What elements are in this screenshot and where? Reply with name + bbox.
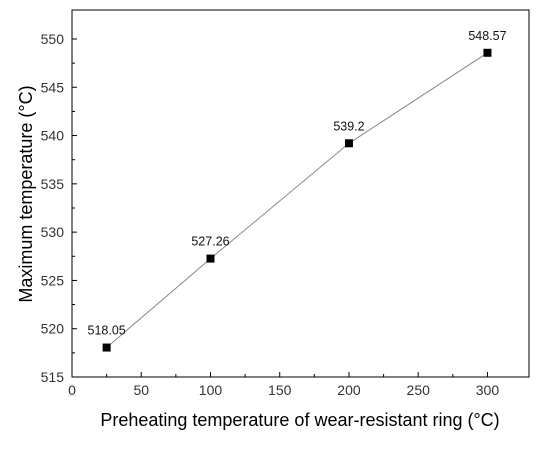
plot-frame	[71, 9, 530, 378]
data-point	[344, 139, 353, 148]
data-point	[102, 343, 111, 352]
y-tick-label: 530	[41, 224, 65, 240]
x-tick-label: 50	[133, 382, 149, 398]
y-axis: 515 520 525 530 535 540 545 550	[41, 31, 77, 385]
y-tick-label: 520	[41, 321, 65, 337]
y-axis-title: Maximum temperature (°C)	[16, 85, 36, 302]
y-tick-label: 550	[41, 31, 65, 47]
x-tick-label: 150	[268, 382, 292, 398]
series-line	[106, 52, 488, 348]
x-tick-label: 300	[476, 382, 500, 398]
data-label: 548.57	[468, 29, 506, 43]
y-tick-label: 535	[41, 176, 65, 192]
x-tick-label: 250	[407, 382, 431, 398]
x-tick-label: 200	[337, 382, 361, 398]
data-point	[206, 254, 215, 263]
x-tick-label: 0	[68, 382, 76, 398]
data-label: 518.05	[88, 324, 126, 338]
y-tick-label: 540	[41, 128, 65, 144]
y-tick-label: 525	[41, 272, 65, 288]
y-tick-label: 545	[41, 79, 65, 95]
data-label: 539.2	[333, 119, 364, 133]
y-tick-label: 515	[41, 369, 65, 385]
data-labels: 518.05 527.26 539.2 548.57	[88, 29, 507, 338]
x-axis-title: Preheating temperature of wear-resistant…	[100, 410, 499, 430]
x-axis: 0 50 100 150 200 250 300	[68, 372, 499, 398]
data-markers	[102, 48, 492, 352]
x-tick-label: 100	[199, 382, 223, 398]
data-label: 527.26	[191, 235, 229, 249]
data-point	[483, 48, 492, 57]
